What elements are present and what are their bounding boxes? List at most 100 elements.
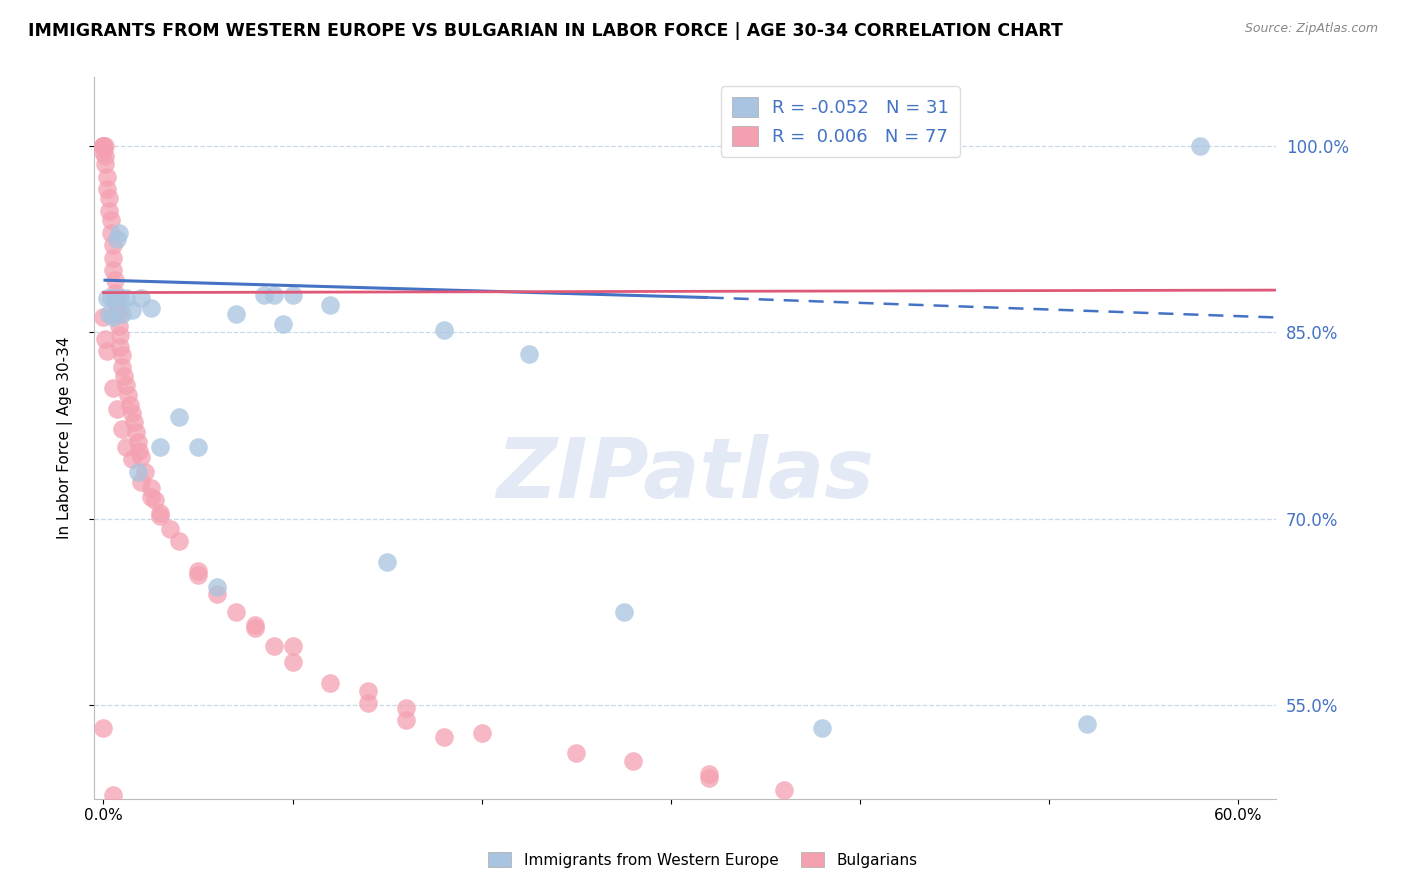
Point (357, 696, 380, 710)
Point (104, 273, 127, 287)
Point (205, 586, 228, 600)
Point (111, 348, 134, 362)
Point (101, 788, 124, 802)
Point (121, 303, 143, 318)
Point (121, 452, 143, 467)
Point (263, 639, 285, 653)
Point (621, 755, 644, 769)
Point (129, 450, 152, 464)
Point (134, 465, 156, 479)
Point (94, 149, 117, 163)
Point (225, 307, 247, 321)
Point (93, 310, 115, 325)
Point (811, 721, 834, 735)
Point (121, 406, 143, 420)
Point (143, 493, 166, 508)
Point (253, 288, 276, 302)
Point (94, 138, 117, 153)
Text: Source: ZipAtlas.com: Source: ZipAtlas.com (1244, 22, 1378, 36)
Point (167, 409, 190, 424)
Point (111, 307, 134, 321)
Point (107, 226, 129, 240)
Point (271, 317, 294, 331)
Point (101, 310, 124, 325)
Point (433, 323, 456, 337)
Point (395, 714, 418, 728)
Point (129, 291, 152, 305)
Point (101, 263, 124, 277)
Point (115, 291, 138, 305)
Point (319, 298, 342, 312)
Point (111, 422, 134, 436)
Point (281, 655, 304, 669)
Point (697, 771, 720, 785)
Point (105, 291, 128, 305)
Point (96, 344, 118, 359)
Point (100, 226, 122, 240)
Point (225, 605, 247, 619)
Point (357, 683, 380, 698)
Point (319, 676, 342, 690)
Point (93, 138, 115, 153)
Point (187, 568, 209, 582)
Point (139, 301, 162, 315)
Point (118, 397, 141, 411)
Point (281, 288, 304, 302)
Point (159, 522, 181, 536)
Point (139, 490, 162, 504)
Point (98, 191, 121, 205)
Point (565, 746, 588, 760)
Point (243, 621, 266, 635)
Point (127, 434, 149, 449)
Point (471, 726, 494, 740)
Point (110, 327, 132, 342)
Text: ZIPatlas: ZIPatlas (496, 434, 875, 515)
Point (110, 291, 132, 305)
Point (167, 534, 190, 549)
Point (375, 556, 398, 570)
Point (96, 291, 118, 305)
Point (205, 580, 228, 594)
Legend: Immigrants from Western Europe, Bulgarians: Immigrants from Western Europe, Bulgaria… (481, 844, 925, 875)
Point (100, 291, 122, 305)
Point (104, 291, 127, 305)
Point (96, 182, 118, 196)
Point (129, 475, 152, 489)
Point (117, 387, 139, 401)
Point (128, 443, 150, 458)
Point (433, 730, 456, 744)
Legend: R = -0.052   N = 31, R =  0.006   N = 77: R = -0.052 N = 31, R = 0.006 N = 77 (721, 87, 960, 157)
Point (107, 319, 129, 334)
Point (395, 701, 418, 715)
Point (263, 288, 285, 302)
Point (111, 360, 134, 375)
Point (187, 564, 209, 578)
Point (96, 169, 118, 184)
Point (115, 440, 138, 454)
Point (94, 332, 117, 346)
Point (124, 425, 146, 439)
Point (105, 303, 128, 318)
Point (112, 368, 135, 383)
Point (115, 377, 138, 392)
Point (101, 381, 124, 395)
Point (101, 251, 124, 265)
Point (517, 346, 540, 360)
Point (98, 307, 121, 321)
Point (105, 232, 128, 246)
Point (93, 138, 115, 153)
Point (243, 617, 266, 632)
Point (149, 506, 172, 520)
Y-axis label: In Labor Force | Age 30-34: In Labor Force | Age 30-34 (58, 337, 73, 540)
Point (281, 639, 304, 653)
Point (697, 767, 720, 781)
Point (93, 138, 115, 153)
Point (93, 721, 115, 735)
Point (105, 402, 128, 417)
Point (187, 440, 209, 454)
Point (101, 238, 124, 252)
Point (1189, 138, 1212, 153)
Point (110, 340, 132, 354)
Point (93, 138, 115, 153)
Point (1076, 717, 1098, 731)
